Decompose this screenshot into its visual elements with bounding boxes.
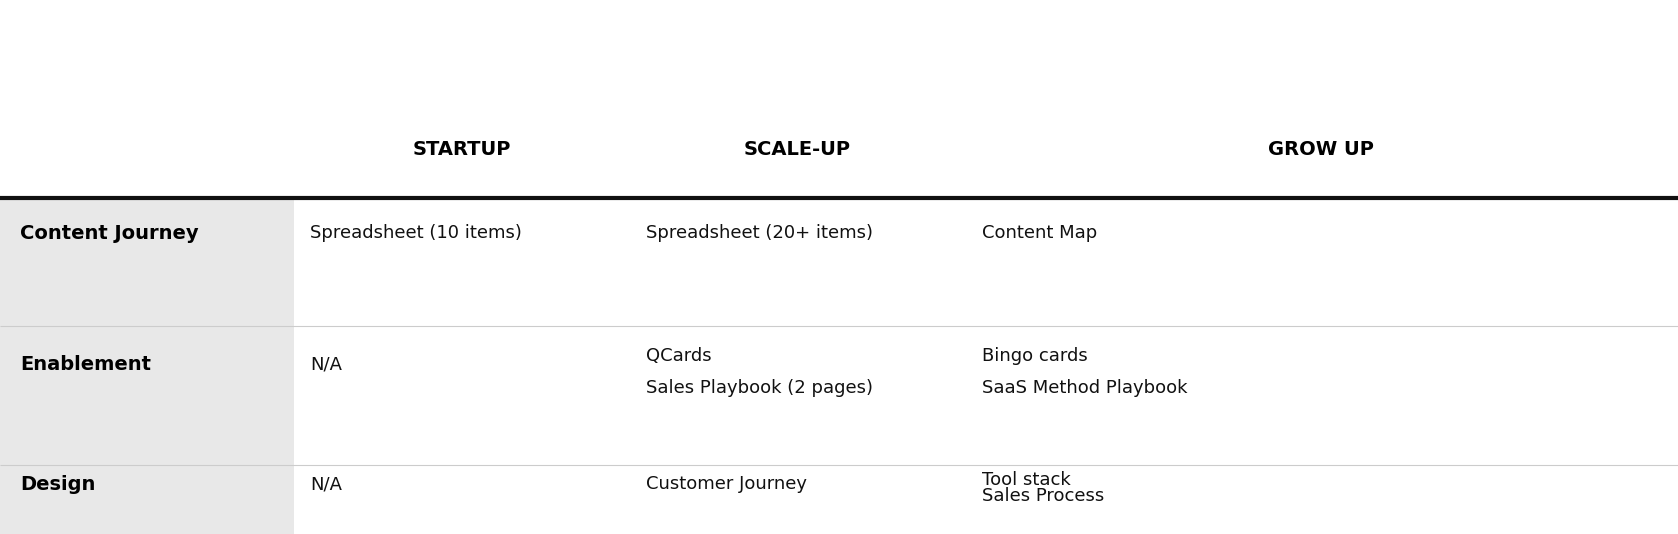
Text: Design: Design — [20, 475, 96, 493]
Text: Tool stack: Tool stack — [982, 471, 1071, 489]
Text: Enablement: Enablement — [20, 355, 151, 374]
Bar — [0, 465, 294, 534]
Bar — [0, 198, 294, 326]
Text: Sales Process: Sales Process — [982, 487, 1104, 505]
Text: N/A: N/A — [310, 475, 342, 493]
Text: SaaS Method Playbook: SaaS Method Playbook — [982, 379, 1186, 397]
Text: QCards: QCards — [646, 347, 711, 365]
Text: Content Journey: Content Journey — [20, 224, 198, 243]
Bar — [0, 326, 294, 465]
Text: Spreadsheet (10 items): Spreadsheet (10 items) — [310, 224, 522, 242]
Text: Sales Playbook (2 pages): Sales Playbook (2 pages) — [646, 379, 873, 397]
Text: GROW UP: GROW UP — [1269, 140, 1374, 159]
Text: SCALE-UP: SCALE-UP — [743, 140, 851, 159]
Text: STARTUP: STARTUP — [413, 140, 510, 159]
Text: Spreadsheet (20+ items): Spreadsheet (20+ items) — [646, 224, 873, 242]
Text: Customer Journey: Customer Journey — [646, 475, 807, 493]
Text: Bingo cards: Bingo cards — [982, 347, 1087, 365]
Text: N/A: N/A — [310, 356, 342, 374]
Text: Content Map: Content Map — [982, 224, 1097, 242]
